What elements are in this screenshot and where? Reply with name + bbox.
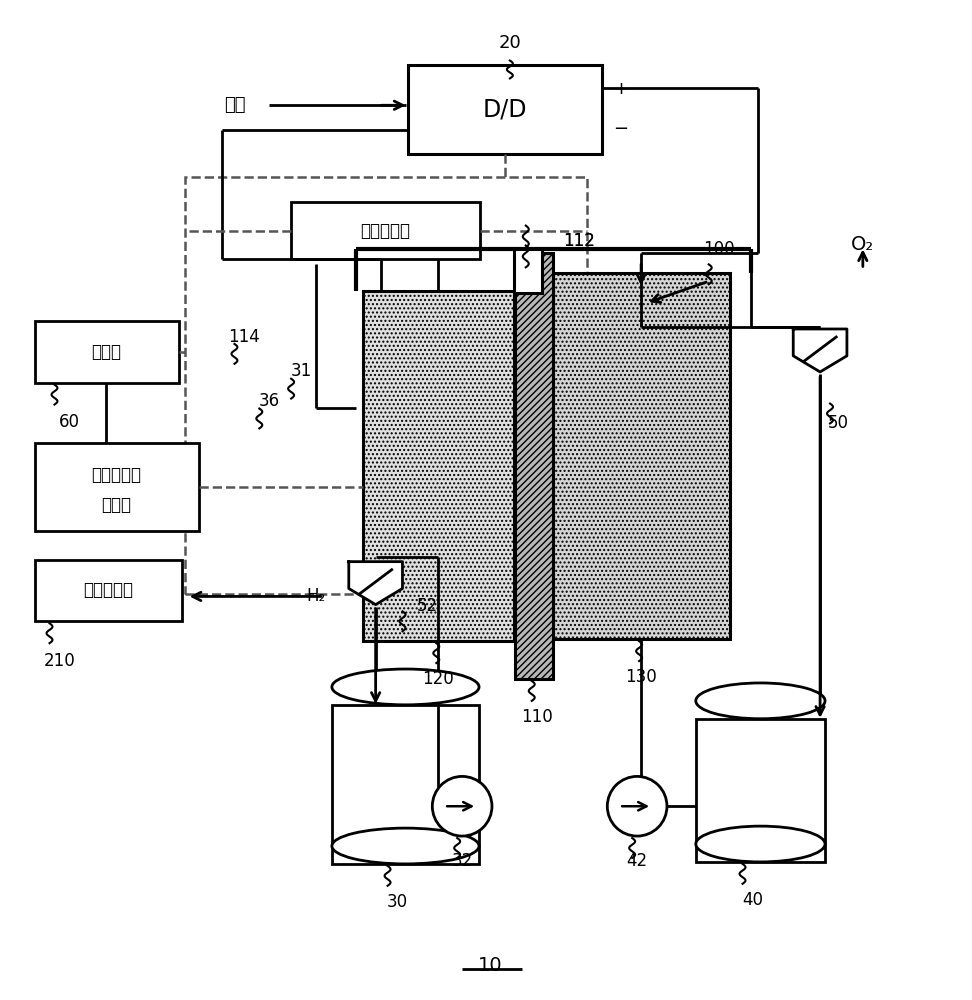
Text: 42: 42	[627, 852, 647, 870]
Text: 氢气发生量: 氢气发生量	[91, 466, 141, 484]
Bar	[35, 321, 179, 383]
Text: O₂: O₂	[851, 235, 875, 254]
Text: +: +	[612, 80, 628, 98]
Text: 31: 31	[291, 362, 312, 380]
Text: 100: 100	[703, 240, 735, 258]
Text: 130: 130	[625, 668, 657, 686]
Text: 20: 20	[499, 34, 521, 52]
Circle shape	[608, 776, 667, 836]
Bar	[331, 705, 479, 864]
Bar	[185, 177, 587, 594]
Text: 60: 60	[59, 413, 80, 431]
Polygon shape	[793, 329, 847, 372]
Text: 控制部: 控制部	[91, 343, 122, 361]
Text: 114: 114	[228, 328, 260, 346]
Text: 52: 52	[417, 597, 438, 615]
Text: 10: 10	[477, 956, 503, 975]
Ellipse shape	[696, 683, 825, 719]
Polygon shape	[349, 562, 402, 605]
Circle shape	[433, 776, 492, 836]
Bar	[35, 443, 198, 531]
Text: 30: 30	[387, 893, 408, 911]
Ellipse shape	[331, 828, 479, 864]
Text: 210: 210	[44, 652, 75, 670]
Ellipse shape	[696, 826, 825, 862]
Bar	[515, 253, 553, 679]
Text: 40: 40	[742, 891, 763, 909]
Text: 112: 112	[564, 232, 596, 250]
Text: 电源: 电源	[224, 96, 245, 114]
Bar	[696, 719, 825, 862]
Bar	[514, 249, 541, 293]
Bar	[35, 560, 182, 621]
Ellipse shape	[331, 669, 479, 705]
Text: 36: 36	[259, 392, 280, 410]
Bar	[408, 65, 603, 154]
Text: 50: 50	[827, 414, 849, 432]
Text: H₂: H₂	[306, 587, 326, 605]
Text: 电压检测部: 电压检测部	[361, 222, 410, 240]
Text: −: −	[612, 120, 628, 138]
Text: 测定部: 测定部	[101, 496, 131, 514]
Bar	[292, 202, 480, 259]
Text: 112: 112	[564, 232, 596, 250]
Text: D/D: D/D	[483, 97, 527, 121]
Bar	[363, 291, 514, 641]
Bar	[553, 273, 730, 639]
Text: 120: 120	[423, 670, 454, 688]
Text: 氢气回收部: 氢气回收部	[84, 581, 133, 599]
Text: 32: 32	[452, 852, 472, 870]
Text: 110: 110	[521, 708, 553, 726]
